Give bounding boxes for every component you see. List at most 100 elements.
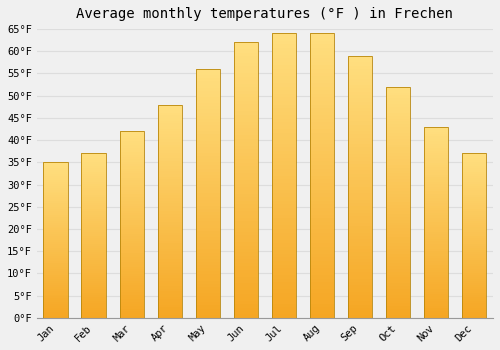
- Bar: [348, 213, 372, 216]
- Bar: [348, 144, 372, 147]
- Bar: [272, 186, 296, 190]
- Bar: [424, 139, 448, 141]
- Bar: [120, 201, 144, 204]
- Bar: [348, 147, 372, 151]
- Bar: [196, 78, 220, 82]
- Bar: [310, 37, 334, 41]
- Bar: [462, 310, 486, 312]
- Bar: [44, 213, 68, 215]
- Bar: [82, 301, 106, 303]
- Bar: [120, 236, 144, 239]
- Bar: [424, 189, 448, 191]
- Bar: [424, 134, 448, 136]
- Bar: [120, 248, 144, 250]
- Bar: [348, 98, 372, 101]
- Bar: [120, 194, 144, 197]
- Bar: [158, 142, 182, 145]
- Bar: [196, 306, 220, 309]
- Bar: [158, 113, 182, 115]
- Bar: [44, 264, 68, 265]
- Bar: [310, 147, 334, 151]
- Bar: [348, 111, 372, 115]
- Bar: [234, 225, 258, 228]
- Bar: [310, 300, 334, 304]
- Bar: [272, 183, 296, 186]
- Bar: [120, 213, 144, 215]
- Bar: [234, 77, 258, 80]
- Bar: [348, 210, 372, 213]
- Bar: [196, 162, 220, 166]
- Bar: [234, 115, 258, 118]
- Bar: [120, 157, 144, 159]
- Bar: [82, 265, 106, 266]
- Bar: [196, 128, 220, 131]
- Bar: [158, 123, 182, 126]
- Bar: [272, 83, 296, 87]
- Bar: [234, 125, 258, 128]
- Bar: [158, 145, 182, 147]
- Bar: [462, 219, 486, 221]
- Bar: [348, 288, 372, 292]
- Bar: [272, 261, 296, 265]
- Bar: [272, 140, 296, 144]
- Bar: [234, 74, 258, 77]
- Bar: [158, 110, 182, 113]
- Bar: [44, 201, 68, 203]
- Bar: [82, 306, 106, 308]
- Bar: [158, 211, 182, 214]
- Bar: [462, 277, 486, 279]
- Bar: [272, 34, 296, 318]
- Bar: [424, 148, 448, 151]
- Bar: [158, 313, 182, 315]
- Bar: [310, 34, 334, 37]
- Bar: [234, 94, 258, 98]
- Bar: [348, 118, 372, 121]
- Bar: [82, 233, 106, 236]
- Bar: [234, 308, 258, 311]
- Bar: [310, 48, 334, 51]
- Bar: [348, 259, 372, 262]
- Bar: [158, 198, 182, 201]
- Bar: [386, 194, 410, 197]
- Bar: [44, 258, 68, 260]
- Bar: [120, 171, 144, 173]
- Bar: [120, 141, 144, 143]
- Bar: [462, 205, 486, 207]
- Bar: [234, 170, 258, 173]
- Bar: [310, 258, 334, 261]
- Bar: [234, 156, 258, 160]
- Bar: [462, 287, 486, 289]
- Bar: [424, 296, 448, 299]
- Bar: [310, 179, 334, 183]
- Bar: [386, 312, 410, 315]
- Bar: [196, 206, 220, 209]
- Bar: [424, 292, 448, 294]
- Bar: [158, 262, 182, 265]
- Bar: [348, 246, 372, 249]
- Bar: [44, 168, 68, 170]
- Bar: [82, 262, 106, 265]
- Bar: [82, 271, 106, 273]
- Bar: [82, 195, 106, 197]
- Bar: [196, 271, 220, 274]
- Bar: [348, 65, 372, 69]
- Bar: [462, 211, 486, 213]
- Bar: [348, 252, 372, 256]
- Bar: [44, 283, 68, 285]
- Bar: [272, 254, 296, 258]
- Bar: [462, 223, 486, 225]
- Bar: [196, 150, 220, 153]
- Bar: [82, 260, 106, 262]
- Bar: [462, 238, 486, 240]
- Bar: [196, 103, 220, 106]
- Bar: [462, 190, 486, 192]
- Bar: [462, 201, 486, 203]
- Bar: [462, 233, 486, 236]
- Bar: [234, 290, 258, 294]
- Bar: [44, 230, 68, 232]
- Bar: [120, 136, 144, 138]
- Bar: [196, 240, 220, 243]
- Bar: [120, 134, 144, 136]
- Bar: [310, 268, 334, 272]
- Bar: [424, 239, 448, 241]
